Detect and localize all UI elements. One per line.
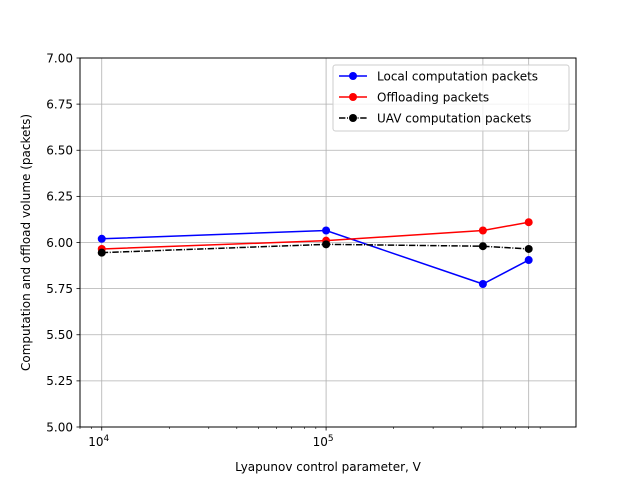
- data-point: [97, 248, 106, 257]
- y-tick-label: 6.75: [46, 97, 73, 111]
- legend-entry-label: UAV computation packets: [377, 111, 531, 125]
- y-tick-label: 5.25: [46, 374, 73, 388]
- data-point: [478, 242, 487, 251]
- data-point: [478, 280, 487, 289]
- legend-marker: [349, 114, 357, 122]
- series-line: [101, 229, 530, 285]
- y-tick-label: 6.50: [46, 144, 73, 158]
- y-axis-label: Computation and offload volume (packets): [19, 114, 33, 371]
- legend-entry-label: Local computation packets: [377, 69, 538, 83]
- legend: Local computation packets Offloading pack…: [332, 64, 570, 132]
- data-point: [322, 226, 331, 235]
- data-point: [322, 240, 331, 249]
- y-tick-label: 5.50: [46, 328, 73, 342]
- legend-marker: [349, 72, 357, 80]
- data-point: [478, 226, 487, 235]
- y-tick-label: 5.75: [46, 282, 73, 296]
- series-layer: [97, 218, 533, 289]
- x-axis-label: Lyapunov control parameter, V: [235, 460, 422, 474]
- data-point: [524, 218, 533, 227]
- data-point: [97, 234, 106, 243]
- series-line: [101, 243, 529, 254]
- axis-ticks: 5.00 5.25 5.50 5.75 6.00 6.25 6.50 6.75 7.00 104 1…: [46, 51, 541, 449]
- legend-box: [332, 64, 570, 132]
- series-line: [101, 221, 529, 250]
- data-point: [524, 244, 533, 253]
- legend-marker: [349, 93, 357, 101]
- legend-entry-label: Offloading packets: [377, 90, 489, 104]
- data-point: [524, 256, 533, 265]
- y-tick-label: 6.25: [46, 190, 73, 204]
- y-tick-label: 5.00: [46, 420, 73, 434]
- x-tick-label: 104: [88, 434, 109, 449]
- x-tick-label: 105: [313, 434, 334, 449]
- y-tick-label: 6.00: [46, 236, 73, 250]
- y-tick-label: 7.00: [46, 51, 73, 65]
